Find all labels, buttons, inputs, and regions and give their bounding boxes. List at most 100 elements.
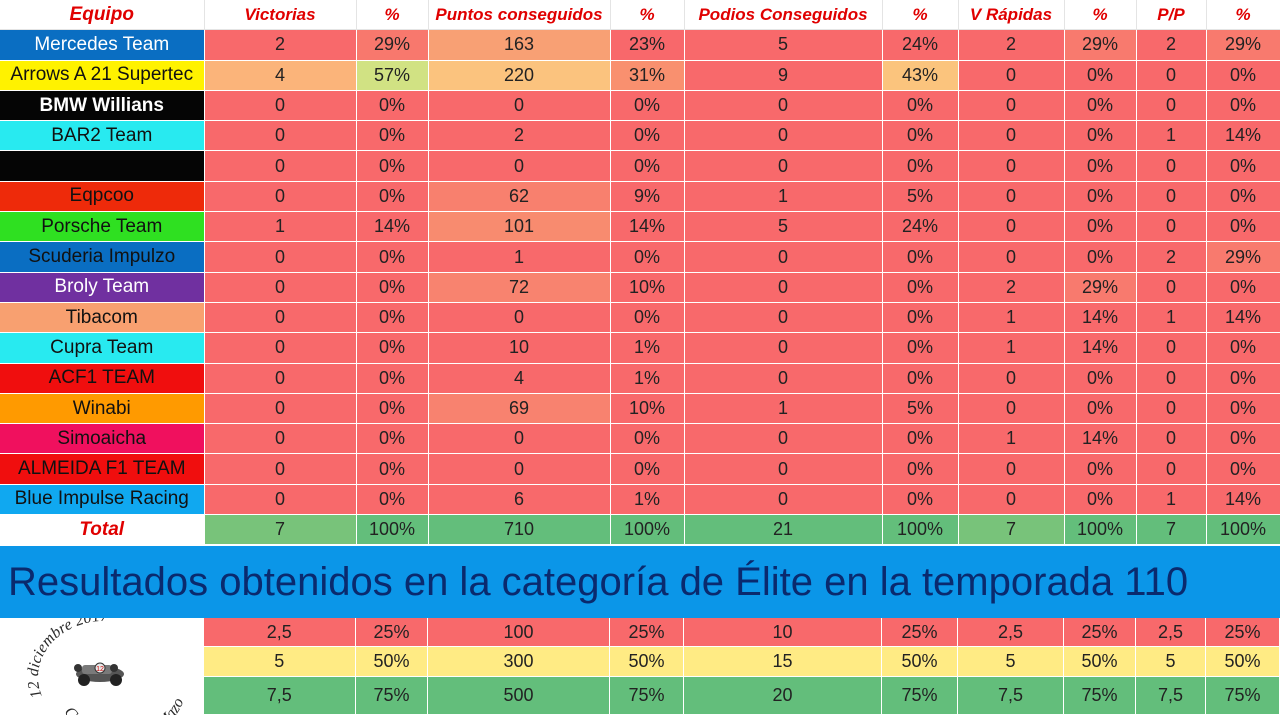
total-vrapidas: 7 <box>958 515 1064 545</box>
cell-podios-pct: 5% <box>882 181 958 211</box>
cell-podios: 1 <box>684 181 882 211</box>
cell-puntos: 1 <box>428 242 610 272</box>
cell-pp-pct: 0% <box>1206 393 1280 423</box>
cell-victorias-pct: 0% <box>356 484 428 514</box>
cell-vrapidas: 0 <box>958 90 1064 120</box>
reference-puntos-pct: 25% <box>610 618 684 647</box>
season-banner: Resultados obtenidos en la categoría de … <box>0 546 1280 618</box>
cell-puntos: 101 <box>428 212 610 242</box>
cell-pp: 0 <box>1136 90 1206 120</box>
reference-podios: 10 <box>684 618 882 647</box>
cell-vrapidas: 1 <box>958 302 1064 332</box>
team-name: Broly Team <box>0 272 204 302</box>
cell-victorias: 0 <box>204 424 356 454</box>
team-name: Cupra Team <box>0 333 204 363</box>
cell-puntos-pct: 0% <box>610 121 684 151</box>
team-name: Blue Impulse Racing <box>0 484 204 514</box>
cell-victorias: 0 <box>204 90 356 120</box>
cell-vrapidas: 0 <box>958 181 1064 211</box>
cell-pp: 0 <box>1136 333 1206 363</box>
cell-pp-pct: 0% <box>1206 272 1280 302</box>
team-name: Porsche Team <box>0 212 204 242</box>
reference-pp: 5 <box>1136 647 1206 677</box>
cell-victorias-pct: 0% <box>356 302 428 332</box>
reference-victorias-pct: 75% <box>356 677 428 715</box>
cell-vrapidas-pct: 0% <box>1064 90 1136 120</box>
logo-arc-top: 12 diciembre 2017 <box>25 618 109 700</box>
cell-vrapidas: 0 <box>958 212 1064 242</box>
cell-pp-pct: 0% <box>1206 181 1280 211</box>
cell-vrapidas-pct: 29% <box>1064 30 1136 60</box>
cell-victorias-pct: 14% <box>356 212 428 242</box>
cell-podios: 0 <box>684 90 882 120</box>
cell-vrapidas-pct: 0% <box>1064 454 1136 484</box>
total-victorias-pct: 100% <box>356 515 428 545</box>
team-name: ACF1 TEAM <box>0 363 204 393</box>
cell-vrapidas: 1 <box>958 424 1064 454</box>
cell-vrapidas-pct: 0% <box>1064 242 1136 272</box>
reference-puntos: 500 <box>428 677 610 715</box>
cell-victorias: 0 <box>204 242 356 272</box>
cell-podios-pct: 0% <box>882 242 958 272</box>
cell-vrapidas-pct: 0% <box>1064 151 1136 181</box>
cell-puntos-pct: 1% <box>610 484 684 514</box>
reference-podios-pct: 50% <box>882 647 958 677</box>
header-row: Equipo Victorias % Puntos conseguidos % … <box>0 0 1280 30</box>
reference-victorias-pct: 50% <box>356 647 428 677</box>
cell-vrapidas-pct: 0% <box>1064 484 1136 514</box>
team-name: Arrows A 21 Supertec <box>0 60 204 90</box>
cell-podios: 0 <box>684 454 882 484</box>
header-pp: P/P <box>1136 0 1206 30</box>
total-victorias: 7 <box>204 515 356 545</box>
cell-vrapidas: 2 <box>958 30 1064 60</box>
cell-victorias: 0 <box>204 363 356 393</box>
total-pp-pct: 100% <box>1206 515 1280 545</box>
race-car-icon: 12 <box>74 663 124 686</box>
cell-pp: 0 <box>1136 151 1206 181</box>
team-name <box>0 151 204 181</box>
cell-puntos-pct: 0% <box>610 151 684 181</box>
cell-vrapidas: 0 <box>958 151 1064 181</box>
cell-puntos: 72 <box>428 272 610 302</box>
reference-pp-pct: 75% <box>1206 677 1280 715</box>
reference-vrapidas-pct: 75% <box>1064 677 1136 715</box>
cell-podios-pct: 0% <box>882 302 958 332</box>
reference-pp: 7,5 <box>1136 677 1206 715</box>
cell-pp: 0 <box>1136 212 1206 242</box>
header-vrapidas-pct: % <box>1064 0 1136 30</box>
cell-victorias: 0 <box>204 454 356 484</box>
cell-puntos-pct: 1% <box>610 333 684 363</box>
cell-vrapidas: 0 <box>958 121 1064 151</box>
cell-vrapidas-pct: 14% <box>1064 333 1136 363</box>
cell-podios: 0 <box>684 121 882 151</box>
cell-podios: 0 <box>684 333 882 363</box>
reference-podios: 15 <box>684 647 882 677</box>
cell-podios: 5 <box>684 212 882 242</box>
cell-puntos-pct: 23% <box>610 30 684 60</box>
cell-puntos: 0 <box>428 151 610 181</box>
cell-vrapidas: 1 <box>958 333 1064 363</box>
cell-podios-pct: 5% <box>882 393 958 423</box>
cell-pp: 0 <box>1136 424 1206 454</box>
cell-podios: 0 <box>684 272 882 302</box>
cell-vrapidas: 2 <box>958 272 1064 302</box>
reference-vrapidas: 7,5 <box>958 677 1064 715</box>
cell-pp-pct: 0% <box>1206 424 1280 454</box>
team-name: Mercedes Team <box>0 30 204 60</box>
cell-victorias-pct: 0% <box>356 181 428 211</box>
logo-car-number: 12 <box>96 666 104 673</box>
reference-puntos: 300 <box>428 647 610 677</box>
cell-vrapidas: 0 <box>958 363 1064 393</box>
cell-victorias: 0 <box>204 121 356 151</box>
cell-puntos: 69 <box>428 393 610 423</box>
cell-vrapidas: 0 <box>958 393 1064 423</box>
cell-victorias-pct: 0% <box>356 242 428 272</box>
cell-podios-pct: 0% <box>882 272 958 302</box>
